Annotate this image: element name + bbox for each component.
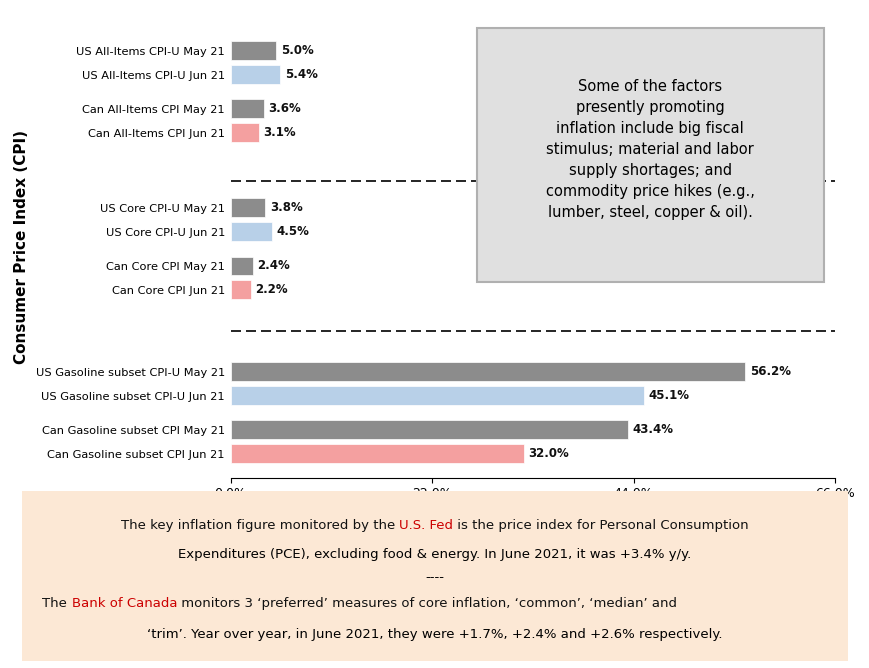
Text: 56.2%: 56.2%	[749, 365, 790, 378]
Text: U.S. Fed: U.S. Fed	[399, 518, 453, 532]
X-axis label: Year-over-Year % Change: Year-over-Year % Change	[425, 508, 640, 524]
Bar	[230, 362, 745, 381]
Text: 5.0%: 5.0%	[281, 44, 314, 57]
Text: 45.1%: 45.1%	[647, 389, 688, 402]
Text: 3.6%: 3.6%	[268, 102, 301, 116]
Bar	[230, 281, 250, 299]
Bar	[230, 420, 627, 439]
Text: 4.5%: 4.5%	[276, 225, 308, 238]
Text: ‘trim’. Year over year, in June 2021, they were +1.7%, +2.4% and +2.6% respectiv: ‘trim’. Year over year, in June 2021, th…	[147, 627, 722, 641]
Text: 3.1%: 3.1%	[263, 126, 295, 139]
Text: The: The	[43, 597, 71, 610]
Bar	[230, 222, 271, 241]
Text: Bank of Canada: Bank of Canada	[71, 597, 176, 610]
Text: 3.8%: 3.8%	[269, 201, 302, 214]
Text: Some of the factors
presently promoting
inflation include big fiscal
stimulus; m: Some of the factors presently promoting …	[545, 79, 754, 220]
Text: monitors 3 ‘preferred’ measures of core inflation, ‘common’, ‘median’ and: monitors 3 ‘preferred’ measures of core …	[176, 597, 676, 610]
Bar	[230, 198, 265, 217]
Text: Consumer Price Index (CPI): Consumer Price Index (CPI)	[14, 130, 30, 364]
Bar	[230, 65, 280, 84]
FancyBboxPatch shape	[1, 489, 868, 663]
Bar	[230, 444, 523, 463]
Text: 43.4%: 43.4%	[632, 424, 673, 436]
Bar	[230, 100, 263, 118]
Bar	[230, 124, 259, 142]
Text: 32.0%: 32.0%	[527, 447, 568, 460]
Text: is the price index for Personal Consumption: is the price index for Personal Consumpt…	[453, 518, 748, 532]
Text: ----: ----	[425, 571, 444, 584]
Text: 2.4%: 2.4%	[257, 259, 289, 273]
FancyBboxPatch shape	[476, 28, 823, 283]
Text: The key inflation figure monitored by the: The key inflation figure monitored by th…	[121, 518, 399, 532]
Text: 2.2%: 2.2%	[255, 283, 288, 297]
Text: 5.4%: 5.4%	[284, 68, 317, 81]
Text: Expenditures (PCE), excluding food & energy. In June 2021, it was +3.4% y/y.: Expenditures (PCE), excluding food & ene…	[178, 548, 691, 560]
Bar	[230, 257, 252, 275]
Bar	[230, 41, 276, 60]
Bar	[230, 386, 643, 405]
